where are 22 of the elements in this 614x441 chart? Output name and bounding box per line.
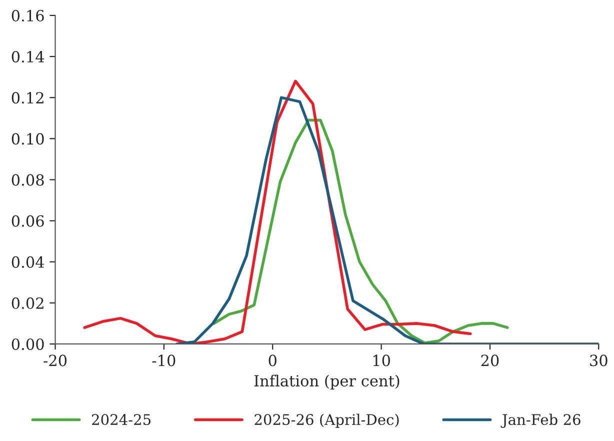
y-tick-label: 0.16	[12, 10, 44, 22]
legend-label: 2025-26 (April-Dec)	[254, 414, 399, 428]
y-tick-label: 0.04	[12, 256, 44, 268]
x-tick-label: 20	[481, 354, 499, 366]
y-tick-label: 0.14	[12, 50, 44, 63]
legend-label: Jan-Feb 26	[500, 414, 580, 428]
line-series	[176, 96, 599, 344]
y-tick-label: 0.12	[12, 92, 44, 104]
x-tick-label: 30	[590, 354, 608, 366]
y-tick-label: 0.08	[12, 174, 44, 186]
x-tick-label: -10	[152, 354, 176, 366]
x-tick-label: 10	[373, 354, 390, 366]
y-tick-label: 0.00	[12, 338, 44, 350]
line-series	[83, 80, 472, 344]
x-tick-label: 0	[268, 354, 276, 366]
legend-label: 2024-25	[92, 414, 150, 426]
y-tick-label: 0.10	[12, 133, 44, 145]
y-tick-label: 0.06	[12, 215, 44, 227]
x-tick-label: -20	[44, 354, 67, 366]
y-tick-label: 0.02	[12, 297, 44, 309]
x-axis-title: Inflation (per cent)	[254, 374, 400, 390]
line-series	[212, 118, 509, 344]
